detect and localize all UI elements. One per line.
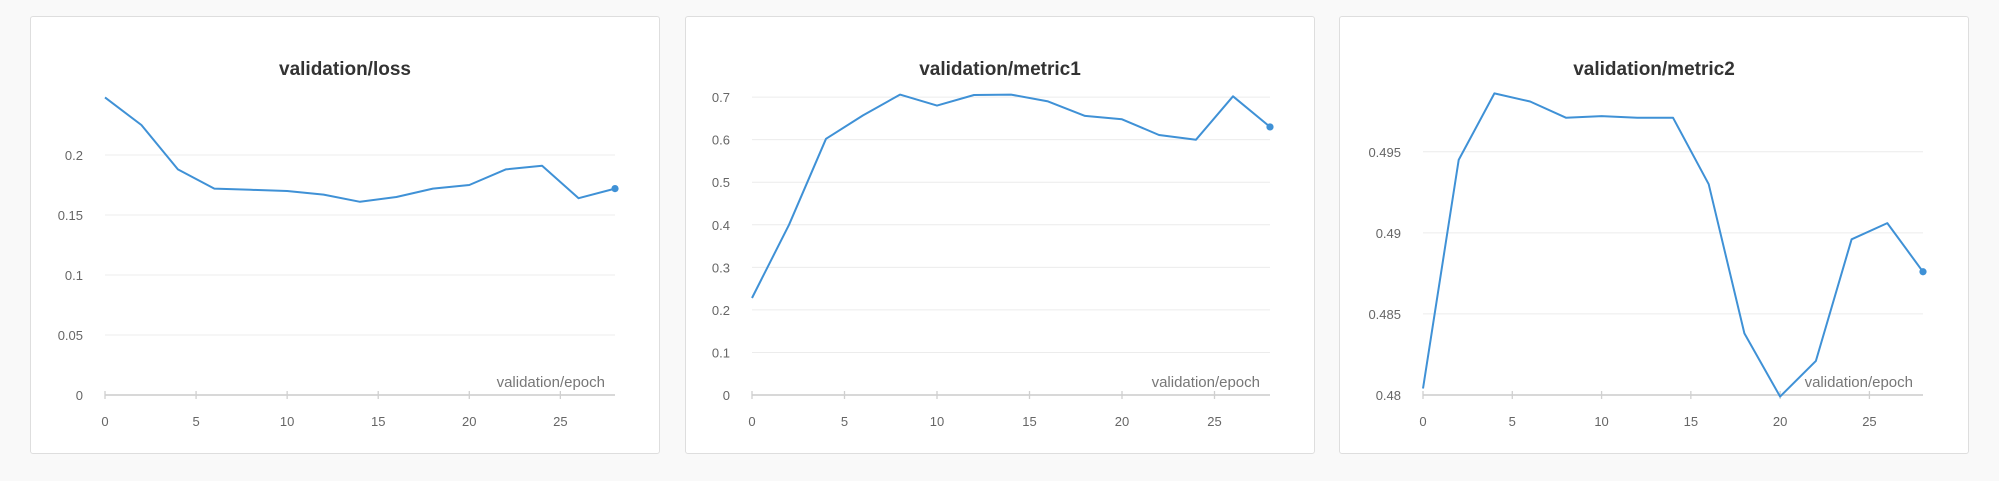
y-tick-label: 0.49	[1376, 226, 1401, 241]
line-chart: 0 0.05 0.1 0.15 0.2 0 5 10 15 20 25 validation/epoc…	[58, 96, 619, 429]
line-chart: 0 0.1 0.2 0.3 0.4 0.5 0.6 0.7 0 5 10 15 20 25 validati…	[712, 90, 1274, 429]
x-tick-label: 15	[1684, 414, 1698, 429]
x-tick-label: 15	[1022, 414, 1036, 429]
x-tick-label: 5	[192, 414, 199, 429]
y-tick-label: 0.4	[712, 218, 730, 233]
x-tick-label: 5	[1509, 414, 1516, 429]
x-tick-label: 0	[101, 414, 108, 429]
x-tick-label: 10	[930, 414, 944, 429]
y-tick-label: 0.7	[712, 90, 730, 105]
chart-panel-loss: validation/loss 0 0.05 0.1 0.15 0.2 0 5 10 15 20 2…	[30, 16, 660, 454]
x-tick-label: 25	[1207, 414, 1221, 429]
x-axis-label: validation/epoch	[497, 374, 605, 391]
line-chart: 0.48 0.485 0.49 0.495 0 5 10 15 20 25 validation/e…	[1368, 92, 1927, 429]
y-tick-label: 0.5	[712, 175, 730, 190]
x-tick-label: 10	[280, 414, 294, 429]
x-axis-label: validation/epoch	[1805, 374, 1913, 391]
x-tick-label: 25	[553, 414, 567, 429]
y-tick-label: 0.1	[65, 268, 83, 283]
series-line	[751, 93, 1271, 299]
x-axis-label: validation/epoch	[1152, 374, 1260, 391]
y-tick-label: 0.2	[65, 148, 83, 163]
y-tick-label: 0.05	[58, 328, 83, 343]
last-point-marker	[1266, 123, 1274, 131]
last-point-marker	[611, 185, 619, 193]
x-tick-label: 0	[748, 414, 755, 429]
x-tick-label: 20	[1773, 414, 1787, 429]
x-tick-label: 15	[371, 414, 385, 429]
x-tick-label: 20	[462, 414, 476, 429]
last-point-marker	[1919, 268, 1927, 276]
chart-panel-metric2: validation/metric2 0.48 0.485 0.49 0.495 0 5 1…	[1339, 16, 1969, 454]
x-tick-label: 10	[1594, 414, 1608, 429]
x-tick-label: 20	[1115, 414, 1129, 429]
series-line	[104, 96, 616, 203]
y-tick-label: 0	[723, 388, 730, 403]
y-tick-label: 0.2	[712, 303, 730, 318]
x-tick-label: 5	[841, 414, 848, 429]
y-tick-label: 0	[76, 388, 83, 403]
y-tick-label: 0.1	[712, 345, 730, 360]
x-tick-label: 0	[1419, 414, 1426, 429]
chart-panel-metric1: validation/metric1 0 0.1 0.2 0.3 0.4 0.5 0.6 0.…	[685, 16, 1315, 454]
y-tick-label: 0.3	[712, 260, 730, 275]
y-tick-label: 0.6	[712, 133, 730, 148]
y-tick-label: 0.485	[1368, 307, 1401, 322]
y-tick-label: 0.495	[1368, 145, 1401, 160]
chart-title: validation/loss	[279, 59, 411, 80]
chart-title: validation/metric1	[919, 59, 1081, 80]
chart-title: validation/metric2	[1573, 59, 1735, 80]
series-line	[1422, 92, 1924, 398]
x-tick-label: 25	[1862, 414, 1876, 429]
y-tick-label: 0.15	[58, 208, 83, 223]
y-tick-label: 0.48	[1376, 388, 1401, 403]
